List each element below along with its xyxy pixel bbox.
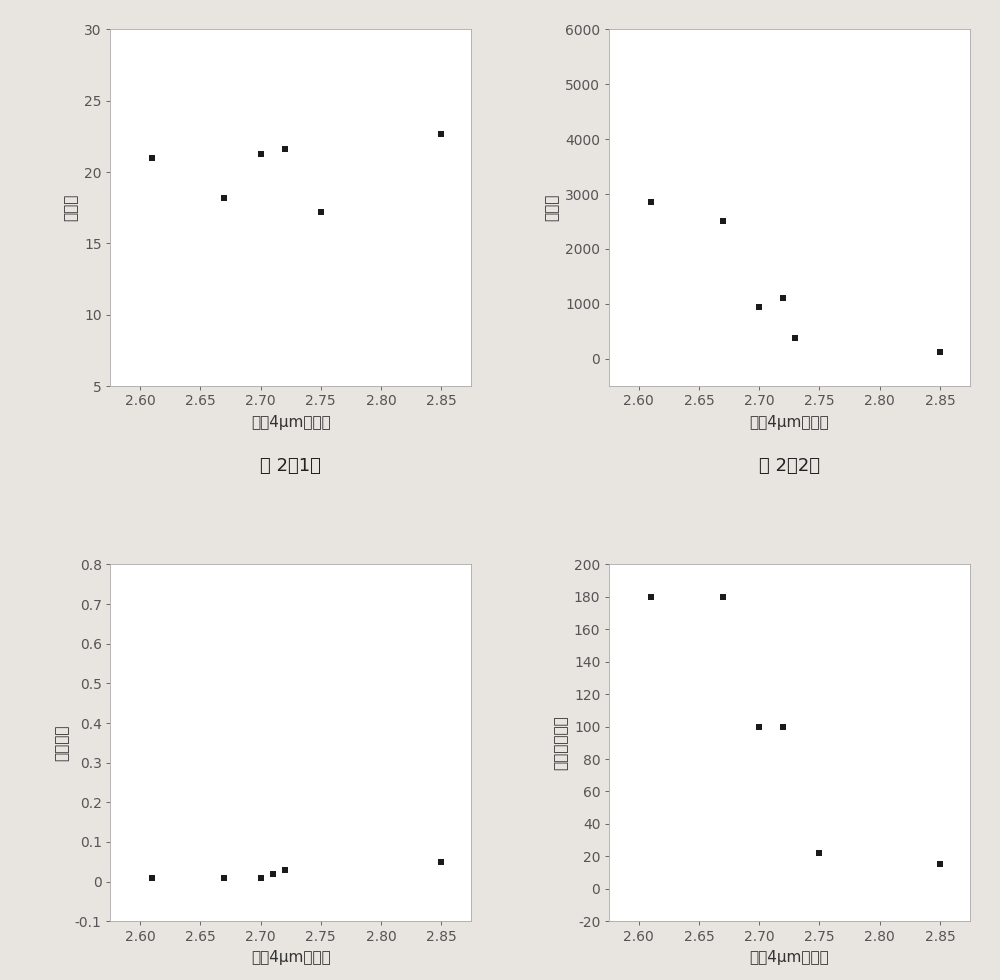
Point [253,870,269,886]
Point [277,861,293,877]
X-axis label: 大五4μm分维数: 大五4μm分维数 [749,951,829,965]
Point [433,854,449,869]
Point [144,870,160,886]
Point [433,125,449,141]
Y-axis label: 孔隙度: 孔隙度 [63,194,78,221]
Point [932,857,948,872]
X-axis label: 大五4μm分维数: 大五4μm分维数 [251,416,331,430]
Point [277,141,293,157]
Point [643,589,659,605]
Point [932,344,948,360]
Text: 图 2（2）: 图 2（2） [759,458,820,475]
Point [715,589,731,605]
Point [715,214,731,229]
X-axis label: 大五4μm分维数: 大五4μm分维数 [251,951,331,965]
Point [775,290,791,306]
Point [643,194,659,210]
Y-axis label: 渗透率: 渗透率 [545,194,560,221]
Point [216,870,232,886]
Point [265,865,281,881]
Point [811,846,827,861]
Point [313,204,329,220]
X-axis label: 大五4μm分维数: 大五4μm分维数 [749,416,829,430]
Point [216,190,232,206]
Point [751,299,767,315]
Y-axis label: 最大孔隙半径: 最大孔隙半径 [553,715,568,770]
Point [751,718,767,734]
Text: 图 2（1）: 图 2（1） [260,458,321,475]
Point [253,146,269,162]
Point [775,718,791,734]
Point [144,150,160,166]
Point [787,330,803,346]
Y-axis label: 门樻压力: 门樻压力 [54,724,69,761]
